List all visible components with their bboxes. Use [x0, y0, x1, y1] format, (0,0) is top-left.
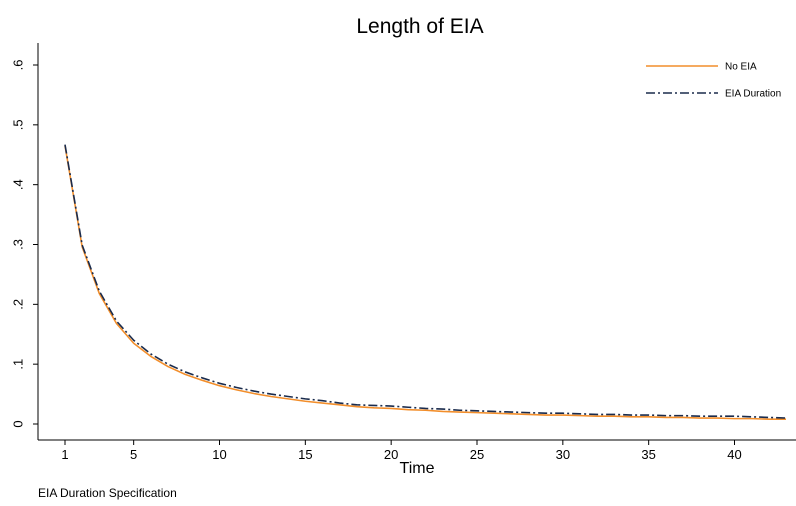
y-tick-label: .6 [10, 60, 25, 71]
y-tick-label: .4 [10, 179, 25, 190]
x-tick-label: 10 [212, 447, 226, 462]
legend-label-2: EIA Duration [725, 89, 781, 100]
x-tick-label: 40 [727, 447, 741, 462]
x-tick-label: 5 [130, 447, 137, 462]
legend: No EIA EIA Duration [646, 62, 781, 100]
y-axis: 0 .1 .2 .3 .4 .5 .6 [10, 60, 38, 428]
chart-title: Length of EIA [356, 15, 483, 38]
plot-frame [37, 43, 796, 441]
series-line-1 [64, 145, 786, 421]
x-tick-label: 35 [641, 447, 655, 462]
x-tick-label: 1 [61, 447, 68, 462]
y-tick-label: .2 [10, 299, 25, 310]
x-tick-label: 25 [470, 447, 484, 462]
x-tick-label: 30 [556, 447, 570, 462]
y-tick-label: 0 [10, 420, 25, 427]
y-tick-label: .1 [10, 359, 25, 370]
x-axis-title: Time [400, 460, 435, 477]
series-line-2 [64, 144, 787, 419]
y-tick-label: .3 [10, 239, 25, 250]
chart-note: EIA Duration Specification [38, 486, 177, 500]
x-axis: 1 5 10 15 20 25 30 35 40 [61, 440, 742, 462]
series-layer [64, 144, 787, 421]
y-tick-label: .5 [10, 119, 25, 130]
x-tick-label: 15 [298, 447, 312, 462]
legend-label-1: No EIA [725, 62, 757, 73]
x-tick-label: 20 [384, 447, 398, 462]
